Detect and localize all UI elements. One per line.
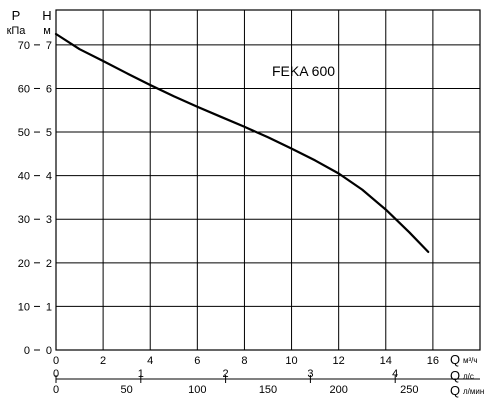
chart-title: FEKA 600 <box>272 63 335 79</box>
q-m3h-tick-label: 0 <box>53 355 59 367</box>
q-lmin-tick-label: 100 <box>188 384 206 396</box>
q-m3h-axis-unit: м³/ч <box>463 356 478 365</box>
chart-axes <box>34 9 481 383</box>
p-tick-label: 60 <box>18 83 30 95</box>
p-tick-label: 70 <box>18 40 30 52</box>
q-ls-axis-unit: л/с <box>463 372 474 381</box>
q-lmin-axis-letter: Q <box>450 383 460 398</box>
q-lmin-tick-label: 200 <box>329 384 347 396</box>
p-tick-label: 40 <box>18 171 30 183</box>
q-m3h-tick-label: 14 <box>380 355 392 367</box>
performance-curve <box>54 32 430 253</box>
chart-grid <box>55 10 481 351</box>
q-m3h-tick-label: 10 <box>285 355 297 367</box>
q-lmin-tick-label: 50 <box>121 384 133 396</box>
h-tick-label: 6 <box>46 83 52 95</box>
h-tick-label: 2 <box>46 258 52 270</box>
q-m3h-tick-label: 8 <box>241 355 247 367</box>
h-tick-label: 3 <box>46 214 52 226</box>
plot-frame <box>55 9 481 351</box>
q-lmin-tick-label: 150 <box>259 384 277 396</box>
q-m3h-tick-label: 4 <box>147 355 153 367</box>
p-tick-label: 50 <box>18 127 30 139</box>
q-m3h-tick-label: 2 <box>100 355 106 367</box>
p-tick-label: 20 <box>18 258 30 270</box>
p-axis-unit: кПа <box>7 25 27 37</box>
p-tick-label: 10 <box>18 301 30 313</box>
p-tick-label: 0 <box>24 345 30 357</box>
series-layer <box>54 32 430 253</box>
p-axis-letter: P <box>12 8 21 23</box>
q-ls-tick-label: 0 <box>53 368 59 380</box>
q-ls-axis-letter: Q <box>450 368 460 383</box>
q-lmin-axis-unit: л/мин <box>463 387 484 396</box>
q-ls-tick-label: 2 <box>223 368 229 380</box>
q-lmin-tick-label: 250 <box>400 384 418 396</box>
h-tick-label: 4 <box>46 171 52 183</box>
q-ls-tick-label: 1 <box>138 368 144 380</box>
q-m3h-axis-letter: Q <box>450 352 460 367</box>
q-ls-tick-label: 3 <box>307 368 313 380</box>
q-m3h-tick-label: 6 <box>194 355 200 367</box>
h-axis-letter: H <box>42 8 51 23</box>
q-lmin-tick-label: 0 <box>53 384 59 396</box>
h-tick-label: 5 <box>46 127 52 139</box>
h-tick-label: 1 <box>46 301 52 313</box>
q-ls-tick-label: 4 <box>392 368 398 380</box>
q-m3h-tick-label: 12 <box>333 355 345 367</box>
h-tick-label: 0 <box>46 345 52 357</box>
h-axis-unit: м <box>43 25 51 37</box>
q-m3h-tick-label: 16 <box>427 355 439 367</box>
h-tick-label: 7 <box>46 40 52 52</box>
p-tick-label: 30 <box>18 214 30 226</box>
